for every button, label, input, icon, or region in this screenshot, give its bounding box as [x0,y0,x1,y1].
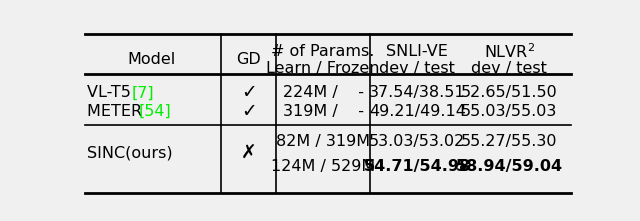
Text: NLVR$^2$: NLVR$^2$ [483,42,534,61]
Text: [7]: [7] [132,85,155,100]
Text: 55.03/55.03: 55.03/55.03 [461,104,557,119]
Text: SINC(ours): SINC(ours) [88,146,173,161]
Text: ✓: ✓ [241,83,257,102]
Text: ✓: ✓ [241,102,257,121]
Text: 58.94/59.04: 58.94/59.04 [456,158,563,173]
Text: [54]: [54] [138,104,172,119]
Text: Learn / Frozen: Learn / Frozen [266,61,380,76]
Text: 54.71/54.98: 54.71/54.98 [364,158,471,173]
Text: ✗: ✗ [241,144,257,163]
Text: 319M /    -: 319M / - [282,104,364,119]
Text: VL-T5: VL-T5 [88,85,136,100]
Text: SNLI-VE: SNLI-VE [387,44,448,59]
Text: GD: GD [236,52,261,67]
Text: 124M / 529M: 124M / 529M [271,158,375,173]
Text: Model: Model [128,52,176,67]
Text: 224M /    -: 224M / - [282,85,364,100]
Text: # of Params.: # of Params. [271,44,375,59]
Text: 49.21/49.14: 49.21/49.14 [369,104,466,119]
Text: 55.27/55.30: 55.27/55.30 [461,134,557,149]
Text: METER: METER [88,104,148,119]
Text: 37.54/38.51: 37.54/38.51 [369,85,465,100]
Text: 53.03/53.02: 53.03/53.02 [369,134,465,149]
Text: 82M / 319M: 82M / 319M [276,134,370,149]
Text: dev / test: dev / test [380,61,455,76]
Text: 52.65/51.50: 52.65/51.50 [461,85,557,100]
Text: dev / test: dev / test [471,61,547,76]
